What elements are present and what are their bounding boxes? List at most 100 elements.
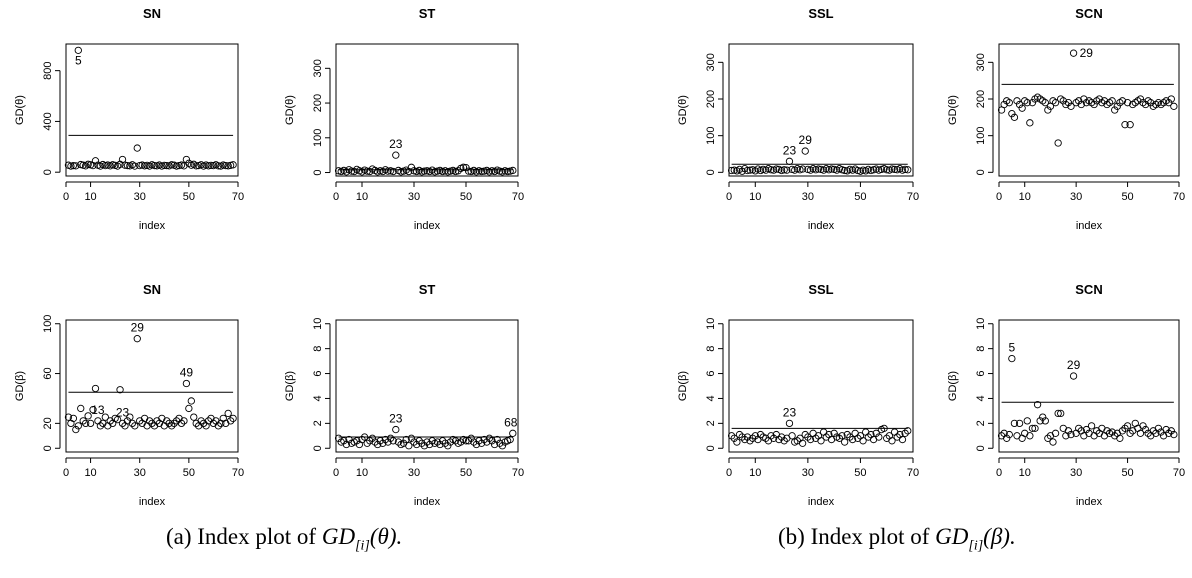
data-point	[1064, 99, 1073, 107]
data-point	[830, 429, 838, 437]
data-point	[751, 432, 759, 440]
data-point	[738, 167, 746, 175]
data-point	[883, 166, 891, 174]
y-tick-label: 0	[42, 169, 54, 175]
x-tick-label: 10	[749, 191, 761, 203]
data-point	[94, 417, 102, 425]
data-point	[880, 424, 888, 432]
data-point	[222, 419, 230, 428]
caption-a-sub: [i]	[355, 538, 370, 554]
data-point	[168, 422, 176, 430]
data-point	[767, 432, 775, 440]
data-point	[158, 414, 166, 423]
x-tick-label: 70	[232, 467, 244, 479]
data-point	[801, 430, 809, 439]
data-point	[1069, 372, 1078, 380]
y-tick-label: 300	[975, 53, 987, 71]
x-tick-label: 10	[1019, 191, 1031, 203]
data-point	[185, 404, 193, 413]
data-point	[415, 437, 423, 445]
x-tick-label: 70	[232, 191, 244, 203]
data-point	[503, 167, 512, 176]
caption-b-prefix: (b) Index plot of	[778, 524, 930, 549]
data-point	[509, 429, 517, 437]
data-point	[444, 442, 452, 450]
data-point	[1121, 424, 1129, 432]
data-point	[1126, 121, 1134, 129]
x-axis-label: index	[1076, 220, 1103, 232]
data-point	[1139, 422, 1147, 430]
chart-title: SN	[143, 282, 161, 297]
data-point	[1039, 413, 1047, 421]
data-point	[402, 435, 410, 444]
x-tick-label: 70	[512, 467, 524, 479]
x-tick-label: 50	[460, 191, 472, 203]
data-point	[1154, 424, 1163, 432]
data-point	[1028, 99, 1037, 107]
data-point	[775, 435, 783, 444]
data-point	[89, 406, 97, 414]
chart-panel-b-sn: SN 0 10 30 50 70 index 0 20 60 100 GD(β) 13 23 29 49	[14, 282, 244, 508]
chart-title: ST	[419, 282, 436, 297]
data-point	[741, 435, 749, 444]
data-point	[410, 438, 418, 446]
data-point	[756, 430, 765, 439]
data-point	[407, 434, 416, 442]
data-point	[182, 155, 191, 164]
data-point	[1123, 99, 1132, 107]
x-tick-label: 0	[996, 191, 1002, 203]
y-tick-label: 200	[975, 90, 987, 108]
x-tick-label: 0	[726, 467, 732, 479]
caption-b-sub: [i]	[968, 538, 984, 554]
data-point	[772, 165, 780, 173]
x-tick-label: 10	[1019, 467, 1031, 479]
data-point	[801, 147, 809, 155]
plot-frame	[728, 43, 914, 177]
data-point	[82, 419, 90, 428]
caption-a-prefix: (a) Index plot of	[166, 524, 317, 549]
y-tick-label: 0	[42, 445, 54, 451]
data-point	[1057, 409, 1065, 418]
data-point	[72, 162, 80, 170]
x-tick-label: 50	[183, 191, 195, 203]
data-point	[366, 437, 374, 445]
data-point	[113, 415, 122, 424]
data-point	[888, 437, 896, 445]
data-point	[798, 165, 807, 173]
caption-a: (a) Index plot of GD[i](θ).	[166, 524, 402, 555]
data-point	[376, 437, 384, 445]
data-point	[1018, 104, 1026, 112]
y-tick-label: 100	[42, 315, 54, 333]
data-point	[898, 435, 907, 444]
data-point	[1165, 429, 1173, 437]
point-label: 29	[799, 133, 813, 147]
data-point	[1111, 106, 1119, 114]
data-point	[464, 167, 473, 175]
plot-frame	[65, 43, 239, 177]
data-point	[180, 417, 188, 425]
chart-panel-b-scn: SCN 0 10 30 50 70 index 0 2 4 6 8 10 GD(β) 5 29	[947, 282, 1185, 508]
y-tick-label: 0	[312, 169, 324, 175]
data-point	[730, 434, 738, 442]
data-point	[392, 151, 400, 159]
x-tick-label: 10	[84, 191, 96, 203]
data-point	[770, 434, 778, 442]
data-point	[767, 166, 775, 174]
y-tick-label: 2	[312, 420, 324, 426]
data-point	[373, 440, 382, 449]
plot-frame	[65, 319, 239, 453]
data-point	[788, 432, 796, 440]
data-point	[901, 165, 909, 174]
caption-b: (b) Index plot of GD[i](β).	[778, 524, 1016, 555]
y-tick-label: 400	[42, 112, 54, 130]
data-point	[163, 417, 171, 425]
data-point	[1067, 430, 1075, 439]
x-tick-label: 0	[63, 467, 69, 479]
plot-frame	[998, 43, 1180, 177]
data-point	[1049, 438, 1057, 446]
data-point	[1075, 97, 1083, 105]
data-point	[1010, 419, 1019, 428]
data-point	[470, 438, 478, 446]
plot-frame	[998, 319, 1180, 453]
x-tick-label: 70	[1173, 467, 1185, 479]
